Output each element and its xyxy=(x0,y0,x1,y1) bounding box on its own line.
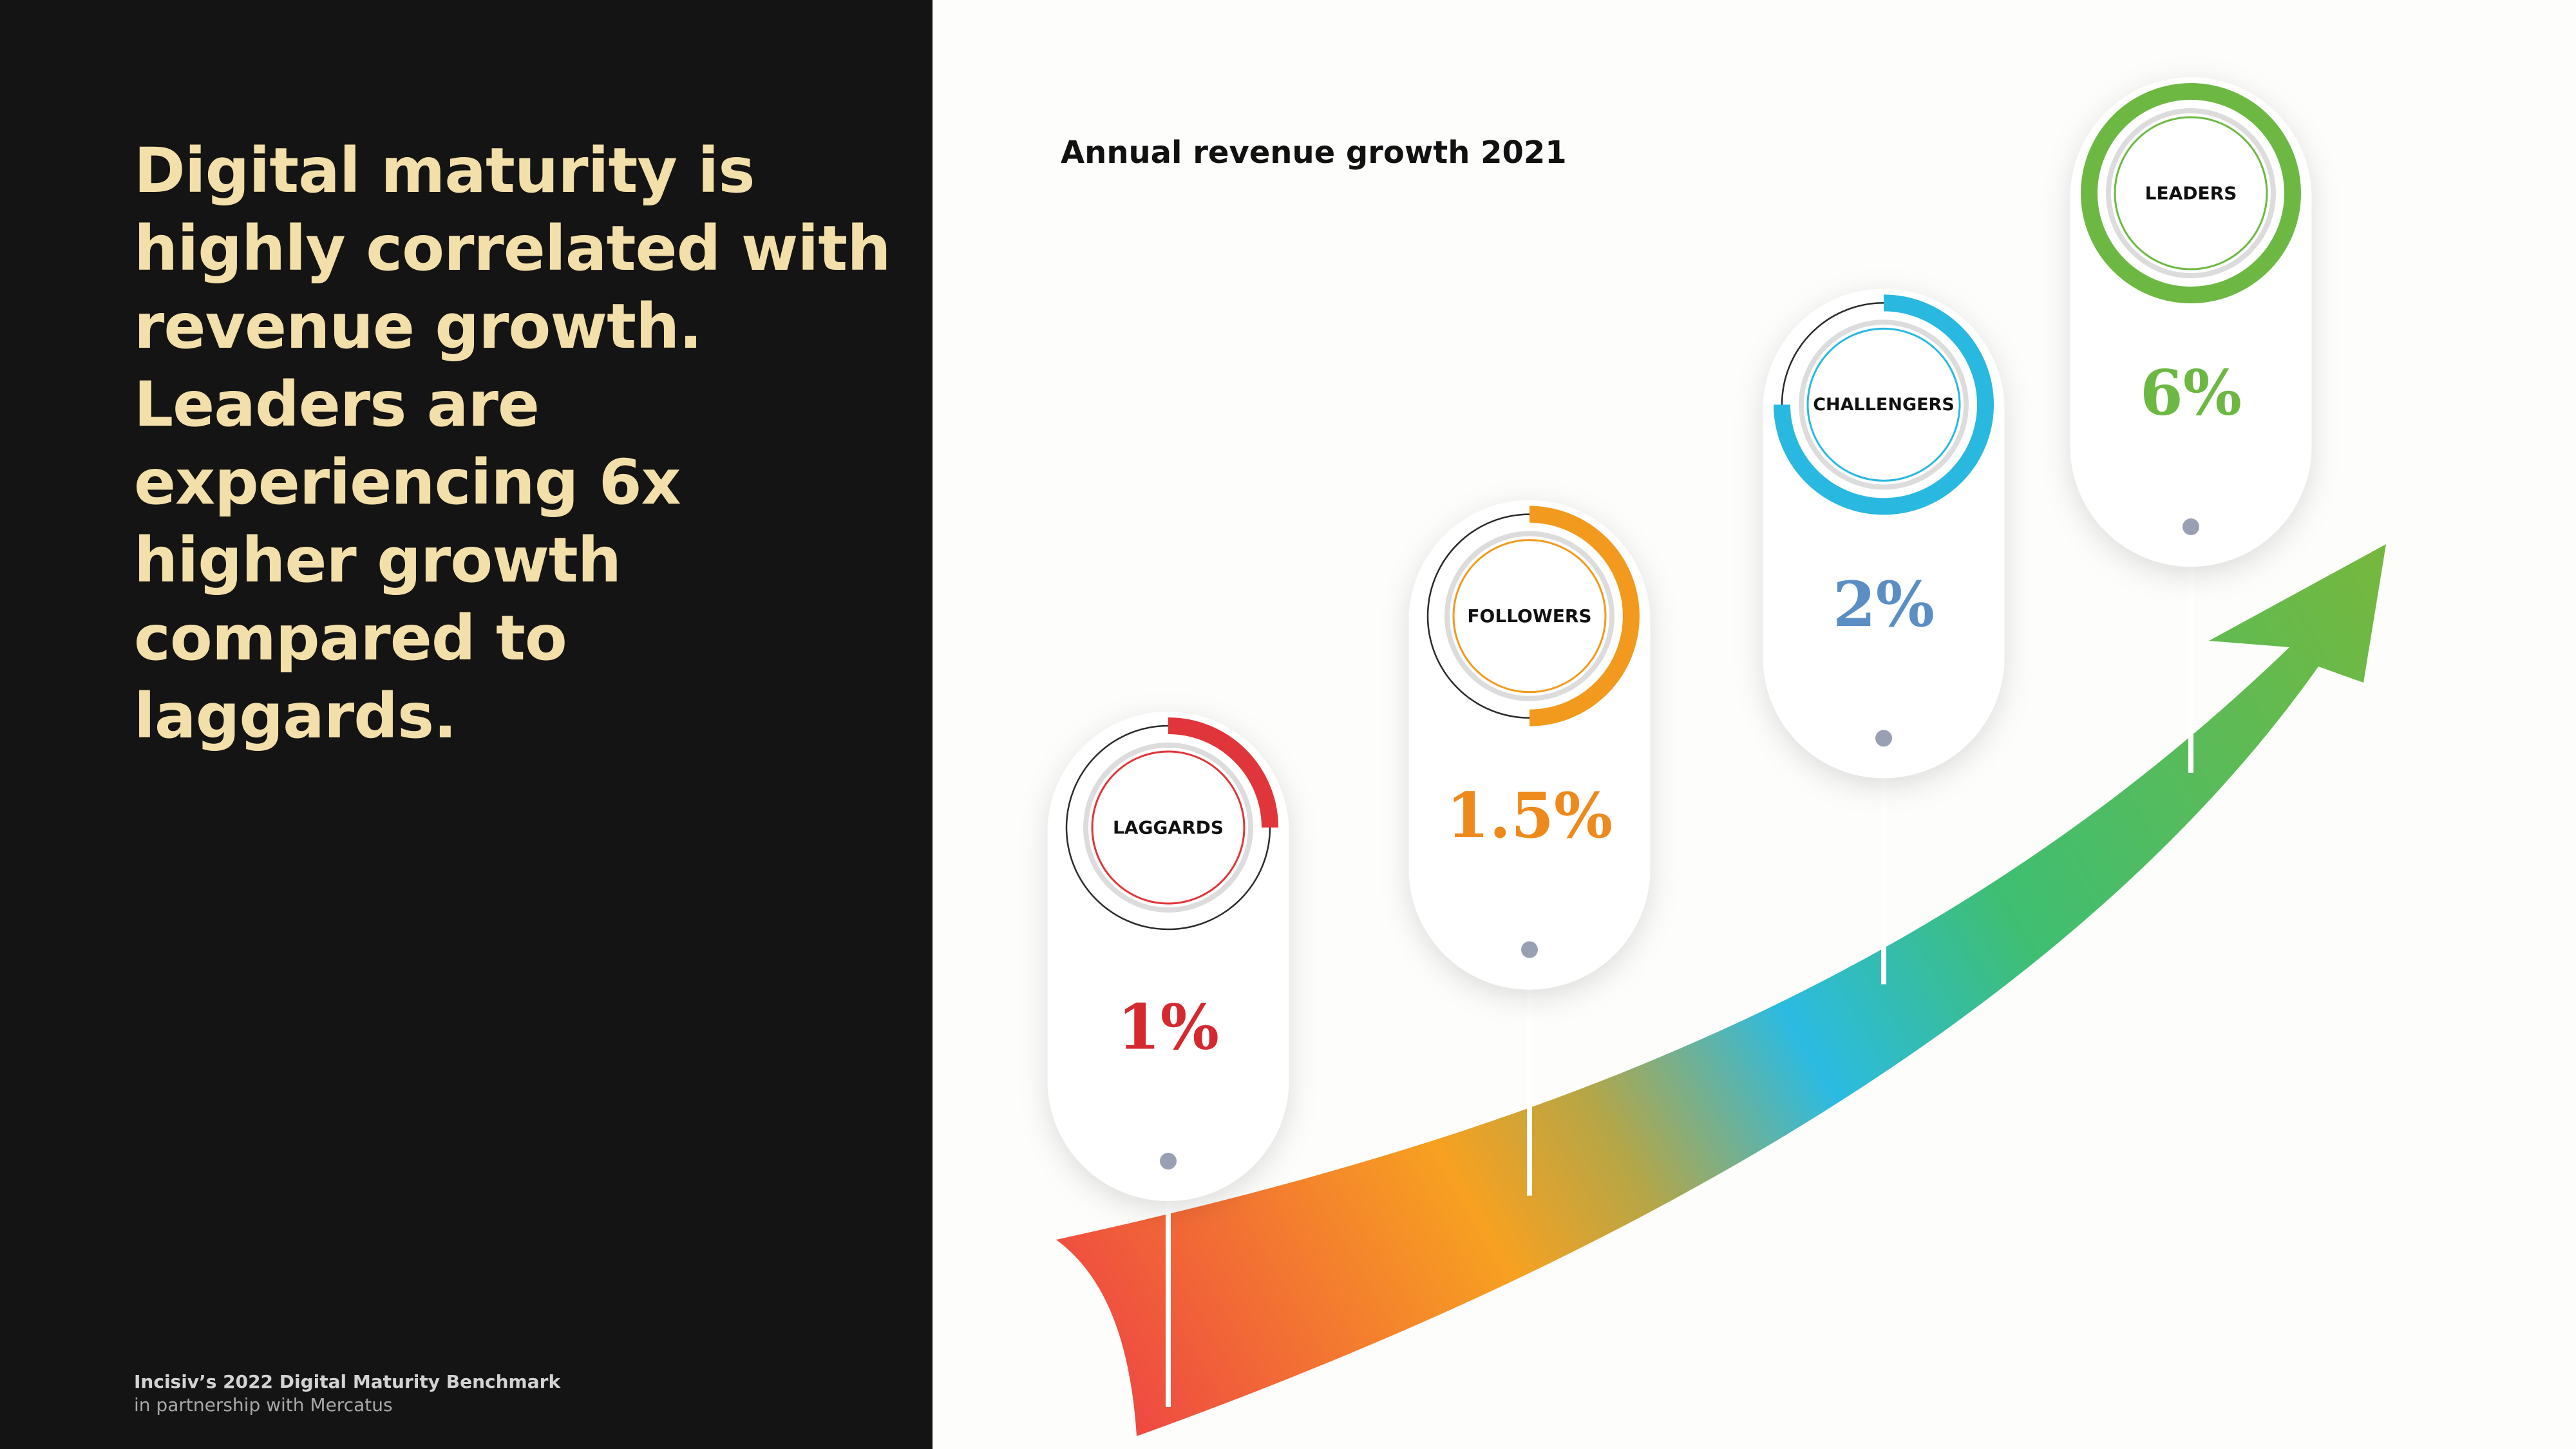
ring-inner xyxy=(2114,116,2268,270)
ring-inner xyxy=(1806,327,1961,482)
headline: Digital maturity is highly correlated wi… xyxy=(134,135,891,752)
ring-progress xyxy=(2081,83,2301,303)
chart-title: Annual revenue growth 2021 xyxy=(1061,135,1567,171)
pillar-dot xyxy=(2183,518,2199,535)
footer-subtitle: in partnership with Mercatus xyxy=(134,1394,393,1416)
pillar-leaders: LEADERS 6% xyxy=(2070,77,2312,773)
footer-title: Incisiv’s 2022 Digital Maturity Benchmar… xyxy=(134,1371,561,1392)
ring-inner xyxy=(1091,750,1245,905)
value-label: 1.5% xyxy=(1446,779,1613,852)
ring-progress xyxy=(1168,717,1278,828)
value-label: 2% xyxy=(1833,568,1935,641)
pillar-followers: FOLLOWERS 1.5% xyxy=(1408,500,1651,1196)
pillar-laggards: LAGGARDS 1% xyxy=(1047,712,1289,1407)
ring-progress xyxy=(1529,506,1640,726)
left-panel: Digital maturity is highly correlated wi… xyxy=(0,0,933,1449)
ring-progress xyxy=(1774,294,1994,515)
ring-inner xyxy=(1452,539,1607,694)
pillar-dot xyxy=(1160,1153,1177,1170)
growth-arrow xyxy=(1056,544,2386,1436)
category-label: FOLLOWERS xyxy=(1467,605,1591,627)
value-label: 1% xyxy=(1117,991,1219,1064)
pillar-dot xyxy=(1521,941,1538,958)
footer: Incisiv’s 2022 Digital Maturity Benchmar… xyxy=(134,1370,842,1417)
value-label: 6% xyxy=(2140,357,2242,430)
category-label: CHALLENGERS xyxy=(1813,395,1955,415)
pillar-dot xyxy=(1875,730,1892,747)
category-label: LEADERS xyxy=(2145,183,2237,204)
category-label: LAGGARDS xyxy=(1113,817,1224,838)
pillar-challengers: CHALLENGERS 2% xyxy=(1763,289,2005,985)
